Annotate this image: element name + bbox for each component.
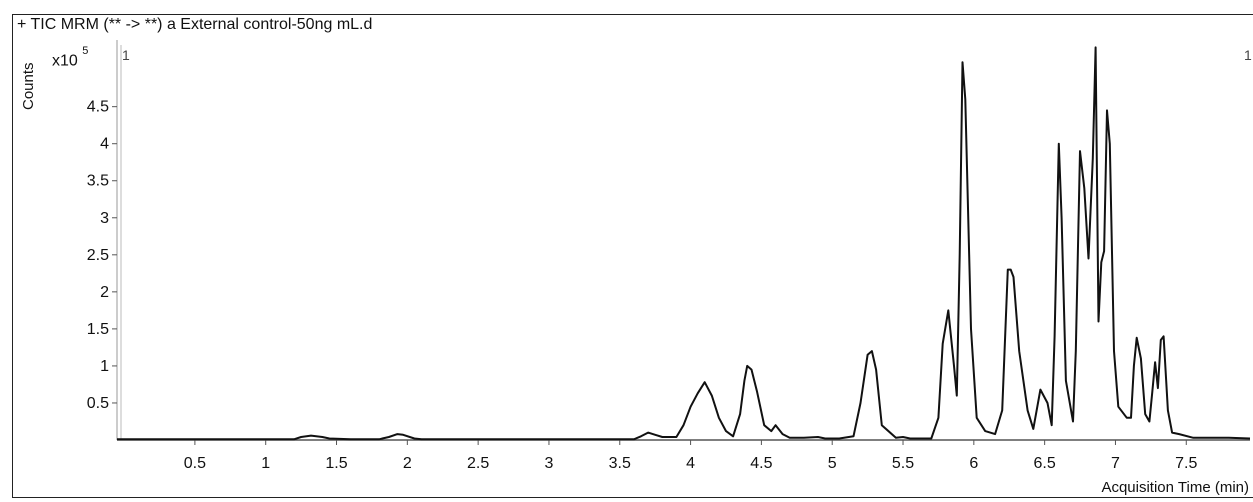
chart-title: + TIC MRM (** -> **) a External control-…: [17, 16, 373, 33]
y-tick-label: 2: [100, 284, 109, 301]
x-tick-label: 7.5: [1175, 455, 1197, 472]
x-tick-label: 7: [1111, 455, 1120, 472]
y-axis-multiplier: x10 5: [52, 45, 88, 70]
x-tick-label: 5.5: [892, 455, 914, 472]
y-tick-label: 0.5: [87, 395, 109, 412]
chart-panel: [12, 14, 1253, 498]
x-tick-label: 6.5: [1034, 455, 1056, 472]
x-tick-label: 4.5: [750, 455, 772, 472]
x-tick-label: 0.5: [184, 455, 206, 472]
x-tick-label: 1: [261, 455, 270, 472]
y-tick-label: 2.5: [87, 247, 109, 264]
x-tick-label: 4: [686, 455, 695, 472]
x-tick-label: 2.5: [467, 455, 489, 472]
x-tick-label: 6: [969, 455, 978, 472]
marker-label-right: 1: [1244, 47, 1252, 63]
y-exponent: 5: [82, 45, 89, 57]
x-tick-label: 2: [403, 455, 412, 472]
y-tick-label: 3: [100, 210, 109, 227]
x-tick-label: 1.5: [325, 455, 347, 472]
y-tick-label: 1: [100, 358, 109, 375]
x-tick-label: 3.5: [609, 455, 631, 472]
y-multiplier-text: x10: [52, 52, 78, 70]
y-tick-label: 4.5: [87, 99, 109, 116]
x-tick-label: 3: [545, 455, 554, 472]
x-axis-label: Acquisition Time (min): [1101, 479, 1249, 496]
x-tick-label: 5: [828, 455, 837, 472]
y-tick-label: 1.5: [87, 321, 109, 338]
marker-label-left: 1: [122, 47, 130, 63]
series-line: [117, 46, 1251, 441]
y-tick-label: 3.5: [87, 173, 109, 190]
y-tick-label: 4: [100, 136, 109, 153]
